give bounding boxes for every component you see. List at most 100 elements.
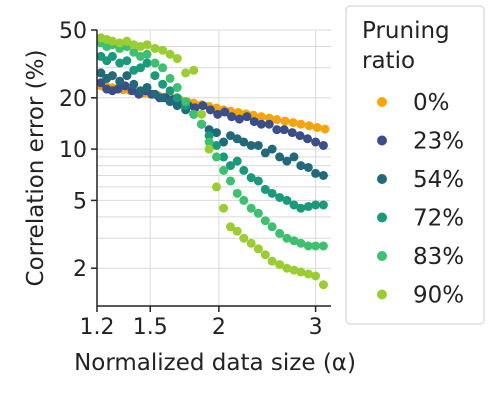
x-tick-label: 2 xyxy=(212,315,226,340)
legend-title: Pruning ratio xyxy=(362,18,450,74)
data-point xyxy=(226,161,236,171)
data-point xyxy=(129,47,139,57)
data-point xyxy=(275,260,285,270)
data-point xyxy=(219,203,229,213)
data-point xyxy=(246,238,256,248)
data-point xyxy=(136,63,145,73)
legend-entries: 0% 23% 54% 72% 83% 90% xyxy=(377,90,464,309)
data-point xyxy=(318,241,328,251)
data-point xyxy=(282,195,292,205)
data-point xyxy=(158,45,168,55)
data-point xyxy=(311,271,321,281)
y-tick-label: 20 xyxy=(59,87,87,112)
data-point xyxy=(246,203,256,213)
data-point xyxy=(253,140,263,150)
data-point xyxy=(318,170,328,180)
data-point xyxy=(107,71,117,81)
data-point xyxy=(172,93,182,103)
data-point xyxy=(275,192,285,202)
data-point xyxy=(150,71,160,81)
data-point xyxy=(253,208,263,218)
data-point xyxy=(181,97,191,107)
data-point xyxy=(232,226,242,236)
legend-marker xyxy=(377,289,387,300)
data-point xyxy=(318,280,328,290)
series-4 xyxy=(96,38,328,251)
x-tick-label: 1.2 xyxy=(80,315,115,340)
data-point xyxy=(296,203,306,213)
data-point xyxy=(267,144,277,154)
data-point xyxy=(158,93,168,103)
data-point xyxy=(181,68,191,78)
legend-entry: 90% xyxy=(377,283,464,309)
x-axis-label: Normalized data size (α) xyxy=(74,350,356,376)
data-point xyxy=(311,168,321,178)
data-point xyxy=(282,263,292,273)
data-point xyxy=(211,140,221,150)
data-point xyxy=(142,82,152,92)
data-point xyxy=(282,233,292,243)
data-point xyxy=(288,118,298,128)
legend-marker xyxy=(377,251,387,261)
data-point xyxy=(239,137,249,147)
data-point xyxy=(260,250,270,260)
data-point xyxy=(113,84,123,94)
data-point xyxy=(122,36,132,46)
data-point xyxy=(122,71,132,81)
data-point xyxy=(165,86,175,96)
data-point xyxy=(204,137,214,147)
data-point xyxy=(189,65,199,75)
data-point xyxy=(311,137,321,147)
data-point xyxy=(96,68,106,78)
data-point xyxy=(267,222,277,232)
legend-label: 54% xyxy=(413,167,464,193)
data-point xyxy=(246,173,256,183)
data-point xyxy=(226,176,236,186)
legend-box xyxy=(345,5,485,325)
data-point xyxy=(303,202,313,212)
data-point xyxy=(172,54,182,64)
data-point xyxy=(289,236,299,246)
legend-entry: 72% xyxy=(377,206,464,232)
data-point xyxy=(142,58,152,68)
data-points xyxy=(96,33,330,290)
data-point xyxy=(272,125,282,135)
data-point xyxy=(289,200,299,210)
data-point xyxy=(142,40,152,50)
data-point xyxy=(239,165,249,175)
data-point xyxy=(115,58,125,68)
data-point xyxy=(275,152,285,162)
x-ticks: 1.2 1.5 2 3 xyxy=(80,306,323,340)
data-point xyxy=(275,228,285,238)
x-tick-label: 1.5 xyxy=(133,315,168,340)
data-point xyxy=(267,256,277,266)
data-point xyxy=(211,128,221,138)
data-point xyxy=(249,117,259,127)
data-point xyxy=(303,269,313,279)
data-point xyxy=(295,131,305,141)
data-point xyxy=(239,233,249,243)
data-point xyxy=(220,107,230,117)
data-point xyxy=(213,109,223,119)
y-tick-label: 2 xyxy=(73,257,87,282)
data-point xyxy=(115,38,125,48)
data-point xyxy=(197,109,207,119)
data-point xyxy=(211,182,221,192)
data-point xyxy=(115,76,125,86)
data-point xyxy=(256,112,266,122)
data-point xyxy=(122,56,132,66)
data-point xyxy=(296,267,306,277)
data-point xyxy=(311,200,321,210)
legend-label: 72% xyxy=(413,206,464,232)
data-point xyxy=(267,188,277,198)
legend-entry: 0% xyxy=(377,90,450,116)
data-point xyxy=(289,152,299,162)
data-point xyxy=(219,152,229,162)
data-point xyxy=(150,58,160,68)
data-point xyxy=(282,156,292,166)
legend: Pruning ratio 0% 23% 54% 72% 83% 90% xyxy=(345,5,485,325)
y-tick-label: 50 xyxy=(59,19,87,44)
data-point xyxy=(150,89,160,99)
data-point xyxy=(189,109,199,119)
data-point xyxy=(280,116,290,126)
